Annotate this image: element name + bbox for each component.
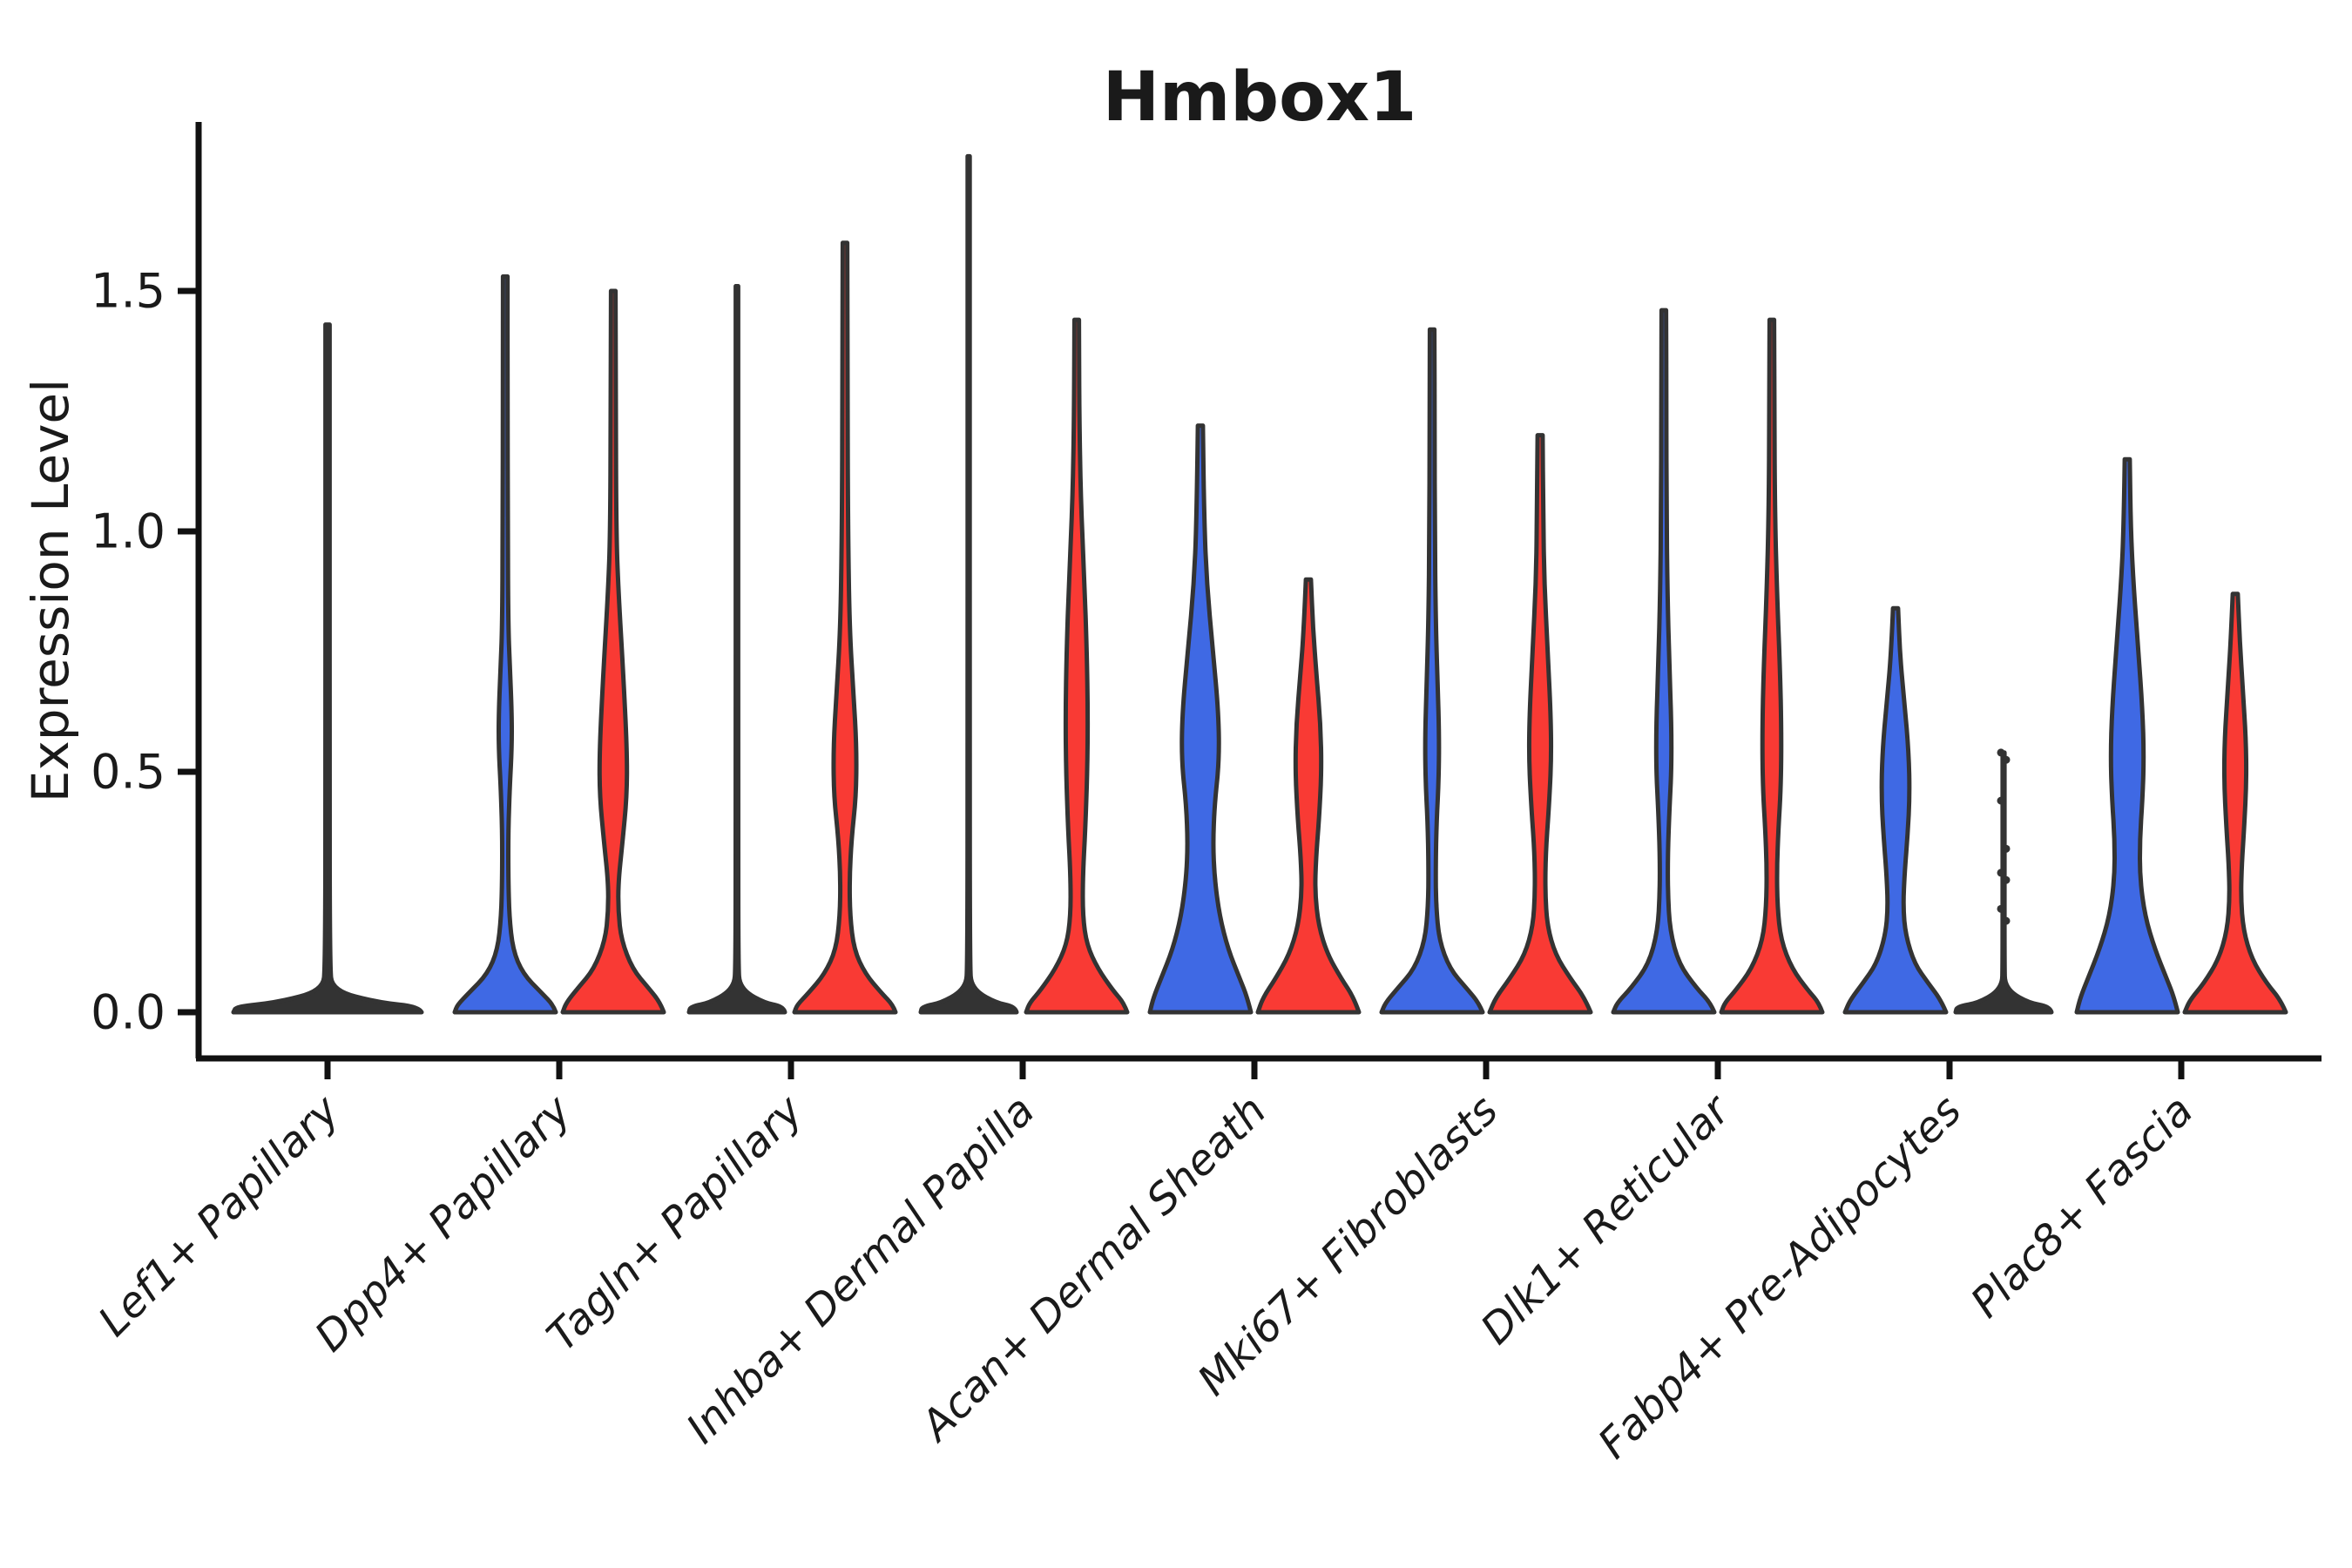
violin-dpp4-red	[560, 288, 666, 1015]
violin-mki67-blue	[1379, 327, 1485, 1015]
violin-inhba-red	[1024, 317, 1130, 1015]
jitter-point	[1997, 868, 2005, 877]
jitter-point	[2002, 844, 2011, 853]
y-tick-label: 1.0	[91, 504, 166, 559]
jitter-point	[2002, 916, 2011, 925]
violin-mki67-red	[1487, 433, 1593, 1015]
x-tick-label: Dpp4+ Papillary	[306, 1085, 581, 1361]
violin-acan-red	[1255, 577, 1362, 1015]
jitter-point	[2002, 875, 2011, 884]
violin-dpp4-blue	[452, 274, 558, 1015]
y-tick-label: 0.5	[91, 745, 166, 800]
x-tick-label: Plac8+ Fascia	[1962, 1086, 2203, 1328]
y-axis-ticks: 0.0 0.5 1.0 1.5	[91, 264, 199, 1040]
violin-plac8-red	[2182, 591, 2288, 1015]
jitter-point	[1997, 748, 2005, 757]
y-tick-label: 1.5	[91, 264, 166, 319]
y-tick-label: 0.0	[91, 985, 166, 1040]
violin-lef1-single	[231, 322, 424, 1015]
axes	[195, 122, 2322, 1062]
violin-dlk1-red	[1719, 317, 1825, 1015]
jitter-point	[1997, 796, 2005, 805]
jitter-point	[1997, 904, 2005, 913]
violin-fabp4-blue	[1842, 605, 1949, 1015]
x-tick-label: Lef1+ Papillary	[89, 1085, 349, 1346]
violin-tagln-red	[792, 240, 898, 1015]
violin-tagln-blue	[686, 284, 787, 1015]
y-axis-title: Expression Level	[21, 379, 80, 802]
violins-layer	[231, 153, 2288, 1015]
violin-dlk1-blue	[1611, 308, 1717, 1015]
x-tick-label: Tagln+ Papillary	[537, 1085, 813, 1361]
jitter-point	[2002, 755, 2011, 764]
violin-plac8-blue	[2074, 456, 2180, 1015]
violin-acan-blue	[1147, 423, 1254, 1015]
x-tick-label: Dlk1+ Reticular	[1471, 1085, 1741, 1355]
chart-title: Hmbox1	[1103, 58, 1417, 137]
violin-inhba-blue	[918, 153, 1019, 1015]
